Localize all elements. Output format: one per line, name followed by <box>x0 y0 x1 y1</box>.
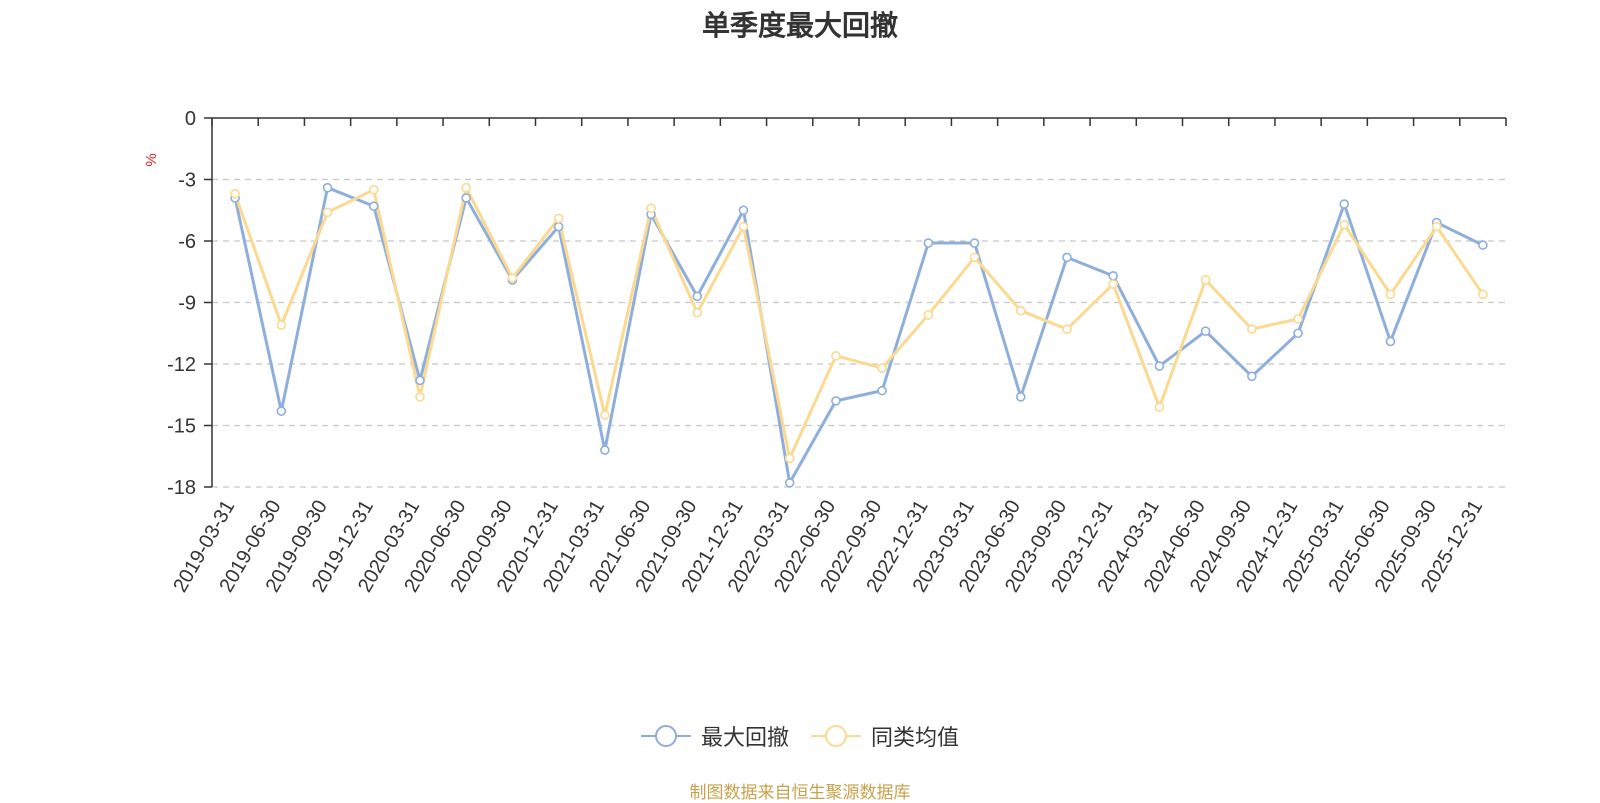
data-point-series-2 <box>1015 305 1026 316</box>
data-point-series-1 <box>877 385 887 396</box>
data-point-series-2 <box>553 213 564 224</box>
y-tick-label: -18 <box>167 477 196 499</box>
legend-item-series-2[interactable]: 同类均值 <box>811 720 959 752</box>
data-point-series-2 <box>600 410 610 421</box>
series-line-2 <box>233 186 1485 460</box>
data-point-series-1 <box>553 221 564 232</box>
legend-label: 同类均值 <box>871 726 960 751</box>
data-point-series-1 <box>322 182 333 193</box>
data-point-series-1 <box>276 406 287 416</box>
data-point-series-1 <box>784 478 795 488</box>
legend-marker-icon <box>640 725 691 747</box>
data-point-series-1 <box>1339 199 1350 209</box>
data-point-series-2 <box>1339 219 1350 230</box>
data-point-series-2 <box>923 309 934 320</box>
legend-label: 最大回撤 <box>700 726 789 751</box>
y-tick-label: -15 <box>167 416 196 438</box>
data-point-series-2 <box>1200 275 1211 285</box>
data-point-series-1 <box>1478 240 1488 250</box>
line-chart: 0-3-6-9-12-15-18 2019-03-312019-06-30201… <box>143 108 1507 596</box>
data-point-series-1 <box>600 445 610 455</box>
data-point-series-2 <box>831 350 841 361</box>
data-point-series-1 <box>923 238 934 248</box>
data-point-series-2 <box>1108 279 1118 289</box>
data-point-series-1 <box>1154 361 1165 371</box>
data-point-series-1 <box>415 375 425 386</box>
legend: 最大回撤 同类均值 <box>0 720 1600 752</box>
data-point-series-2 <box>322 207 333 218</box>
y-tick-label: -9 <box>178 293 196 315</box>
data-point-series-2 <box>276 320 287 330</box>
data-point-series-2 <box>1062 324 1072 334</box>
data-point-series-2 <box>738 221 749 232</box>
data-point-series-1 <box>738 205 749 216</box>
source-note: 制图数据来自恒生聚源数据库 <box>689 783 911 803</box>
data-point-series-1 <box>831 396 841 406</box>
data-point-series-2 <box>1478 289 1488 300</box>
data-point-series-1 <box>1200 326 1211 337</box>
y-tick-label: 0 <box>185 108 196 130</box>
data-point-series-1 <box>368 201 379 211</box>
data-point-series-1 <box>1062 252 1072 263</box>
data-point-series-1 <box>1385 336 1396 347</box>
data-point-series-1 <box>1293 328 1303 339</box>
legend-item-series-1[interactable]: 最大回撤 <box>640 720 789 752</box>
data-point-series-2 <box>646 203 656 213</box>
data-point-series-2 <box>1293 314 1303 324</box>
data-point-series-2 <box>1431 221 1442 232</box>
data-point-series-1 <box>1247 371 1257 382</box>
data-point-series-2 <box>969 252 980 263</box>
chart-title: 单季度最大回撤 <box>701 9 898 42</box>
data-point-series-2 <box>1154 402 1165 412</box>
data-point-series-2 <box>461 182 471 193</box>
data-point-series-1 <box>969 238 980 248</box>
y-tick-label: -12 <box>167 354 196 376</box>
data-point-series-1 <box>461 193 471 203</box>
data-point-series-1 <box>1015 391 1026 402</box>
data-point-series-2 <box>507 273 518 283</box>
data-point-series-2 <box>230 189 240 199</box>
data-point-series-1 <box>692 291 703 302</box>
data-point-series-2 <box>368 184 379 195</box>
data-point-series-2 <box>415 391 425 402</box>
data-point-series-2 <box>784 453 795 464</box>
data-point-series-2 <box>692 307 703 318</box>
data-point-series-2 <box>1385 289 1396 300</box>
data-point-series-1 <box>1108 271 1118 281</box>
data-point-series-2 <box>877 363 887 373</box>
y-tick-label: -6 <box>178 231 196 253</box>
y-axis-unit: % <box>143 153 160 166</box>
y-tick-label: -3 <box>178 170 196 192</box>
legend-marker-icon <box>811 725 861 747</box>
data-point-series-2 <box>1247 324 1257 334</box>
